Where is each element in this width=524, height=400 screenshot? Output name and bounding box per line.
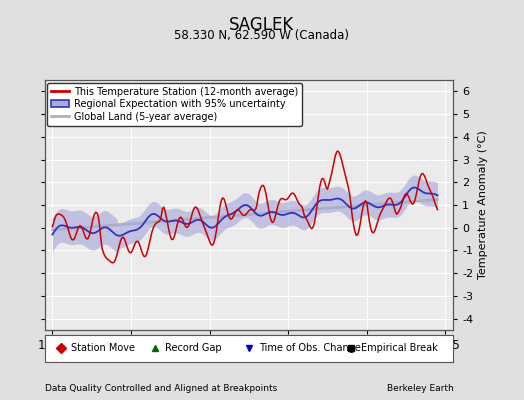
- Y-axis label: Temperature Anomaly (°C): Temperature Anomaly (°C): [477, 131, 487, 279]
- Text: Data Quality Controlled and Aligned at Breakpoints: Data Quality Controlled and Aligned at B…: [45, 384, 277, 393]
- Text: SAGLEK: SAGLEK: [230, 16, 294, 34]
- Text: Berkeley Earth: Berkeley Earth: [387, 384, 453, 393]
- Text: Time of Obs. Change: Time of Obs. Change: [259, 343, 361, 354]
- Text: Empirical Break: Empirical Break: [362, 343, 438, 354]
- Text: Station Move: Station Move: [71, 343, 135, 354]
- Text: 58.330 N, 62.590 W (Canada): 58.330 N, 62.590 W (Canada): [174, 29, 350, 42]
- Legend: This Temperature Station (12-month average), Regional Expectation with 95% uncer: This Temperature Station (12-month avera…: [48, 83, 302, 126]
- Text: Record Gap: Record Gap: [165, 343, 222, 354]
